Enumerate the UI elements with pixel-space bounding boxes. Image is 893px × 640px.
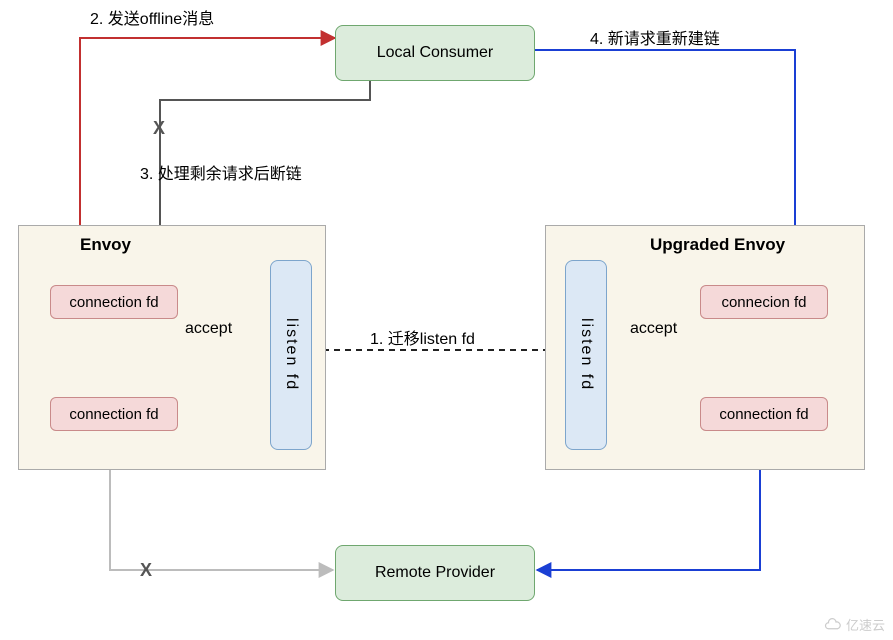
step1-label: 1. 迁移listen fd	[370, 325, 475, 349]
listen-fd-left: listen fd	[270, 260, 312, 450]
conn-fd-right-1-label: connecion fd	[721, 294, 806, 311]
step2-label: 2. 发送offline消息	[90, 5, 214, 29]
conn-fd-right-2-label: connection fd	[719, 406, 808, 423]
remote-provider-node: Remote Provider	[335, 545, 535, 601]
conn-fd-left-2: connection fd	[50, 397, 178, 431]
envoy-right-title: Upgraded Envoy	[650, 235, 785, 255]
remote-provider-label: Remote Provider	[375, 564, 495, 582]
local-consumer-node: Local Consumer	[335, 25, 535, 81]
envoy-left-title: Envoy	[80, 235, 131, 255]
step3-label: 3. 处理剩余请求后断链	[140, 160, 302, 184]
x-mark-2: X	[140, 560, 152, 581]
conn-fd-left-2-label: connection fd	[69, 406, 158, 423]
accept-left-label: accept	[185, 320, 232, 338]
listen-fd-right: listen fd	[565, 260, 607, 450]
x-mark-1: X	[153, 118, 165, 139]
local-consumer-label: Local Consumer	[377, 44, 494, 62]
conn-fd-right-1: connecion fd	[700, 285, 828, 319]
accept-right-label: accept	[630, 320, 677, 338]
watermark-text: 亿速云	[846, 615, 885, 634]
watermark: 亿速云	[824, 615, 885, 634]
listen-fd-left-label: listen fd	[282, 318, 300, 391]
conn-fd-left-1-label: connection fd	[69, 294, 158, 311]
conn-fd-right-2: connection fd	[700, 397, 828, 431]
cloud-icon	[824, 618, 842, 632]
listen-fd-right-label: listen fd	[577, 318, 595, 391]
step4-label: 4. 新请求重新建链	[590, 25, 720, 49]
conn-fd-left-1: connection fd	[50, 285, 178, 319]
